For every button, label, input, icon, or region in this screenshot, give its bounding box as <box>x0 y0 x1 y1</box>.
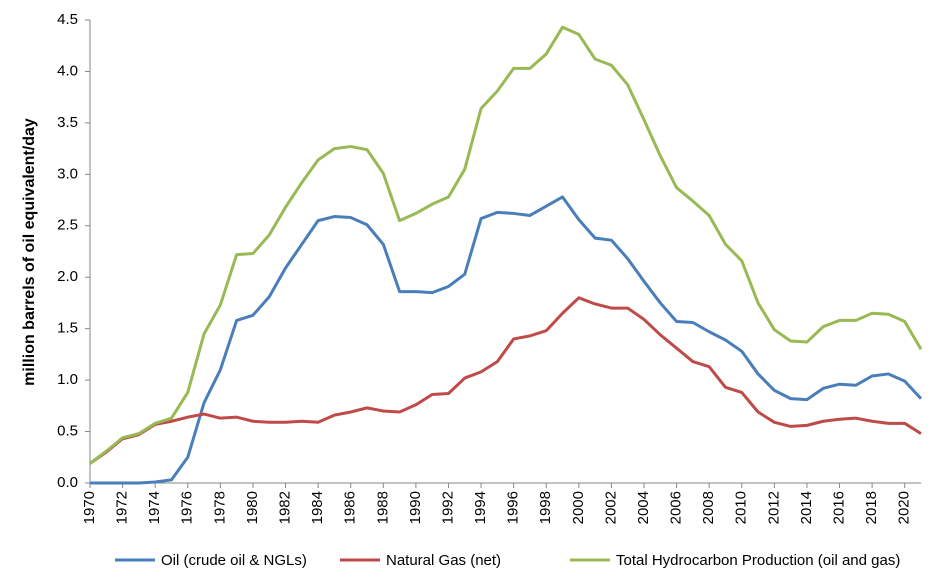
x-tick-label: 1988 <box>374 491 391 524</box>
y-tick-label: 4.5 <box>57 11 78 28</box>
y-axis-label: million barrels of oil equivalent/day <box>21 118 38 386</box>
x-tick-label: 1970 <box>81 491 98 524</box>
series-line <box>89 296 922 465</box>
legend-label: Natural Gas (net) <box>386 552 501 569</box>
y-tick-label: 3.5 <box>57 114 78 131</box>
legend-label: Oil (crude oil & NGLs) <box>161 552 307 569</box>
series-line <box>90 195 923 485</box>
x-tick-label: 1972 <box>114 491 131 524</box>
x-tick-label: 1978 <box>211 491 228 524</box>
x-tick-label: 1984 <box>309 491 326 524</box>
x-tick-label: 2020 <box>896 491 913 524</box>
y-tick-label: 4.0 <box>57 62 78 79</box>
x-tick-label: 2000 <box>570 491 587 524</box>
x-tick-label: 1974 <box>146 491 163 524</box>
x-tick-label: 1992 <box>439 491 456 524</box>
x-tick-label: 2014 <box>798 491 815 524</box>
x-tick-label: 2004 <box>635 491 652 524</box>
x-tick-label: 1980 <box>244 491 261 524</box>
x-tick-label: 1976 <box>179 491 196 524</box>
x-tick-label: 1994 <box>472 491 489 524</box>
x-tick-label: 2010 <box>733 491 750 524</box>
x-tick-label: 1996 <box>505 491 522 524</box>
x-tick-label: 1990 <box>407 491 424 524</box>
y-tick-label: 2.0 <box>57 268 78 285</box>
x-tick-label: 2006 <box>668 491 685 524</box>
x-tick-label: 1998 <box>537 491 554 524</box>
series-line <box>89 25 923 465</box>
y-tick-label: 0.5 <box>57 423 78 440</box>
x-tick-label: 2012 <box>765 491 782 524</box>
x-tick-label: 1986 <box>342 491 359 524</box>
y-tick-label: 2.5 <box>57 217 78 234</box>
x-tick-label: 2002 <box>602 491 619 524</box>
y-tick-label: 1.5 <box>57 320 78 337</box>
y-tick-label: 3.0 <box>57 165 78 182</box>
legend-label: Total Hydrocarbon Production (oil and ga… <box>616 552 900 569</box>
x-tick-label: 2016 <box>830 491 847 524</box>
y-tick-label: 1.0 <box>57 371 78 388</box>
x-tick-label: 2008 <box>700 491 717 524</box>
y-tick-label: 0.0 <box>57 474 78 491</box>
x-tick-label: 1982 <box>276 491 293 524</box>
x-tick-label: 2018 <box>863 491 880 524</box>
